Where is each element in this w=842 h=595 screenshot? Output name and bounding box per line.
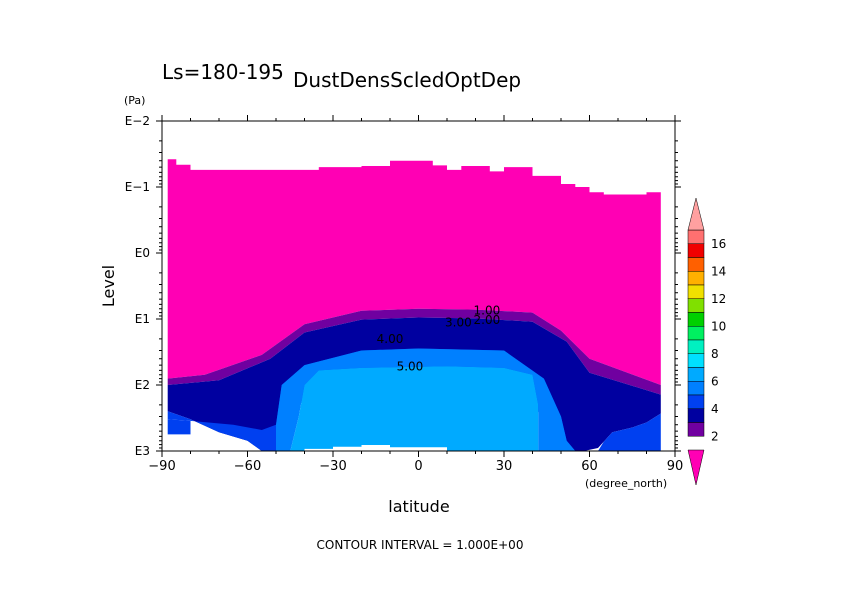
- colorbar-label: 4: [711, 402, 719, 416]
- contour-region-level-2: [167, 308, 661, 395]
- x-tick-label: 90: [667, 459, 684, 474]
- colorbar-swatch: [687, 422, 705, 437]
- colorbar-swatch: [687, 229, 705, 244]
- contour-region-level-1: [167, 159, 661, 385]
- colorbar-swatch: [687, 339, 705, 354]
- colorbar-swatch: [687, 284, 705, 299]
- contour-region-level-4-right: [598, 413, 661, 451]
- x-tick-label: 0: [414, 459, 422, 474]
- y-tick-label: E2: [135, 378, 150, 392]
- contour-label: 5.00: [397, 359, 424, 373]
- contour-label: 3.00: [445, 316, 472, 330]
- x-axis: −90 −60 −30 0 30 60 90: [148, 115, 683, 474]
- colorbar-label: 12: [711, 292, 726, 306]
- colorbar-swatch: [687, 367, 705, 382]
- colorbar-swatch: [687, 408, 705, 423]
- colorbar-label: 10: [711, 319, 726, 333]
- y-units-label: (Pa): [124, 94, 145, 107]
- x-tick-label: −60: [234, 459, 261, 474]
- colorbar-swatch: [687, 381, 705, 396]
- x-tick-label: 30: [496, 459, 513, 474]
- colorbar-swatch: [687, 271, 705, 286]
- x-tick-label: 60: [581, 459, 598, 474]
- colorbar-max-arrow: [687, 197, 705, 231]
- colorbar-label: 16: [711, 237, 726, 251]
- contour-label: 4.00: [377, 332, 404, 346]
- colorbar-label: 8: [711, 347, 719, 361]
- colorbar-swatch: [687, 257, 705, 272]
- x-units-label: (degree_north): [585, 477, 667, 490]
- contour-fills: [167, 159, 661, 451]
- colorbar-swatch: [687, 298, 705, 313]
- x-tick-label: −90: [148, 459, 175, 474]
- chart-subtitle: Ls=180-195: [162, 60, 284, 84]
- contour-label: 2.00: [474, 313, 501, 327]
- y-tick-label: E0: [135, 246, 150, 260]
- contour-region-level-4-left-corner: [167, 419, 191, 435]
- y-axis: E−2 E−1 E0 E1 E2 E3: [125, 114, 681, 458]
- x-axis-title: latitude: [388, 497, 449, 516]
- colorbar-label: 6: [711, 374, 719, 388]
- contour-region-level-6: [290, 366, 539, 451]
- colorbar-swatch: [687, 326, 705, 341]
- colorbar: 2 4 6 8 10 12 14 16: [687, 197, 726, 486]
- colorbar-swatch: [687, 243, 705, 258]
- colorbar-swatch: [687, 353, 705, 368]
- contour-labels: 1.002.003.00 4.00 5.00: [377, 303, 501, 373]
- colorbar-swatch: [687, 312, 705, 327]
- y-tick-label: E−1: [125, 180, 150, 194]
- colorbar-min-arrow: [687, 449, 705, 486]
- chart-title: DustDensScledOptDep: [293, 68, 521, 92]
- colorbar-swatch: [687, 394, 705, 409]
- colorbar-label: 2: [711, 429, 719, 443]
- y-tick-label: E−2: [125, 114, 150, 128]
- contour-region-level-5: [276, 348, 576, 451]
- contour-interval-note: CONTOUR INTERVAL = 1.000E+00: [317, 538, 524, 552]
- y-tick-label: E3: [135, 444, 150, 458]
- y-tick-label: E1: [135, 312, 150, 326]
- colorbar-label: 14: [711, 264, 726, 278]
- y-axis-title: Level: [99, 265, 118, 307]
- contour-label: 1.00: [474, 303, 501, 317]
- x-tick-label: −30: [319, 459, 346, 474]
